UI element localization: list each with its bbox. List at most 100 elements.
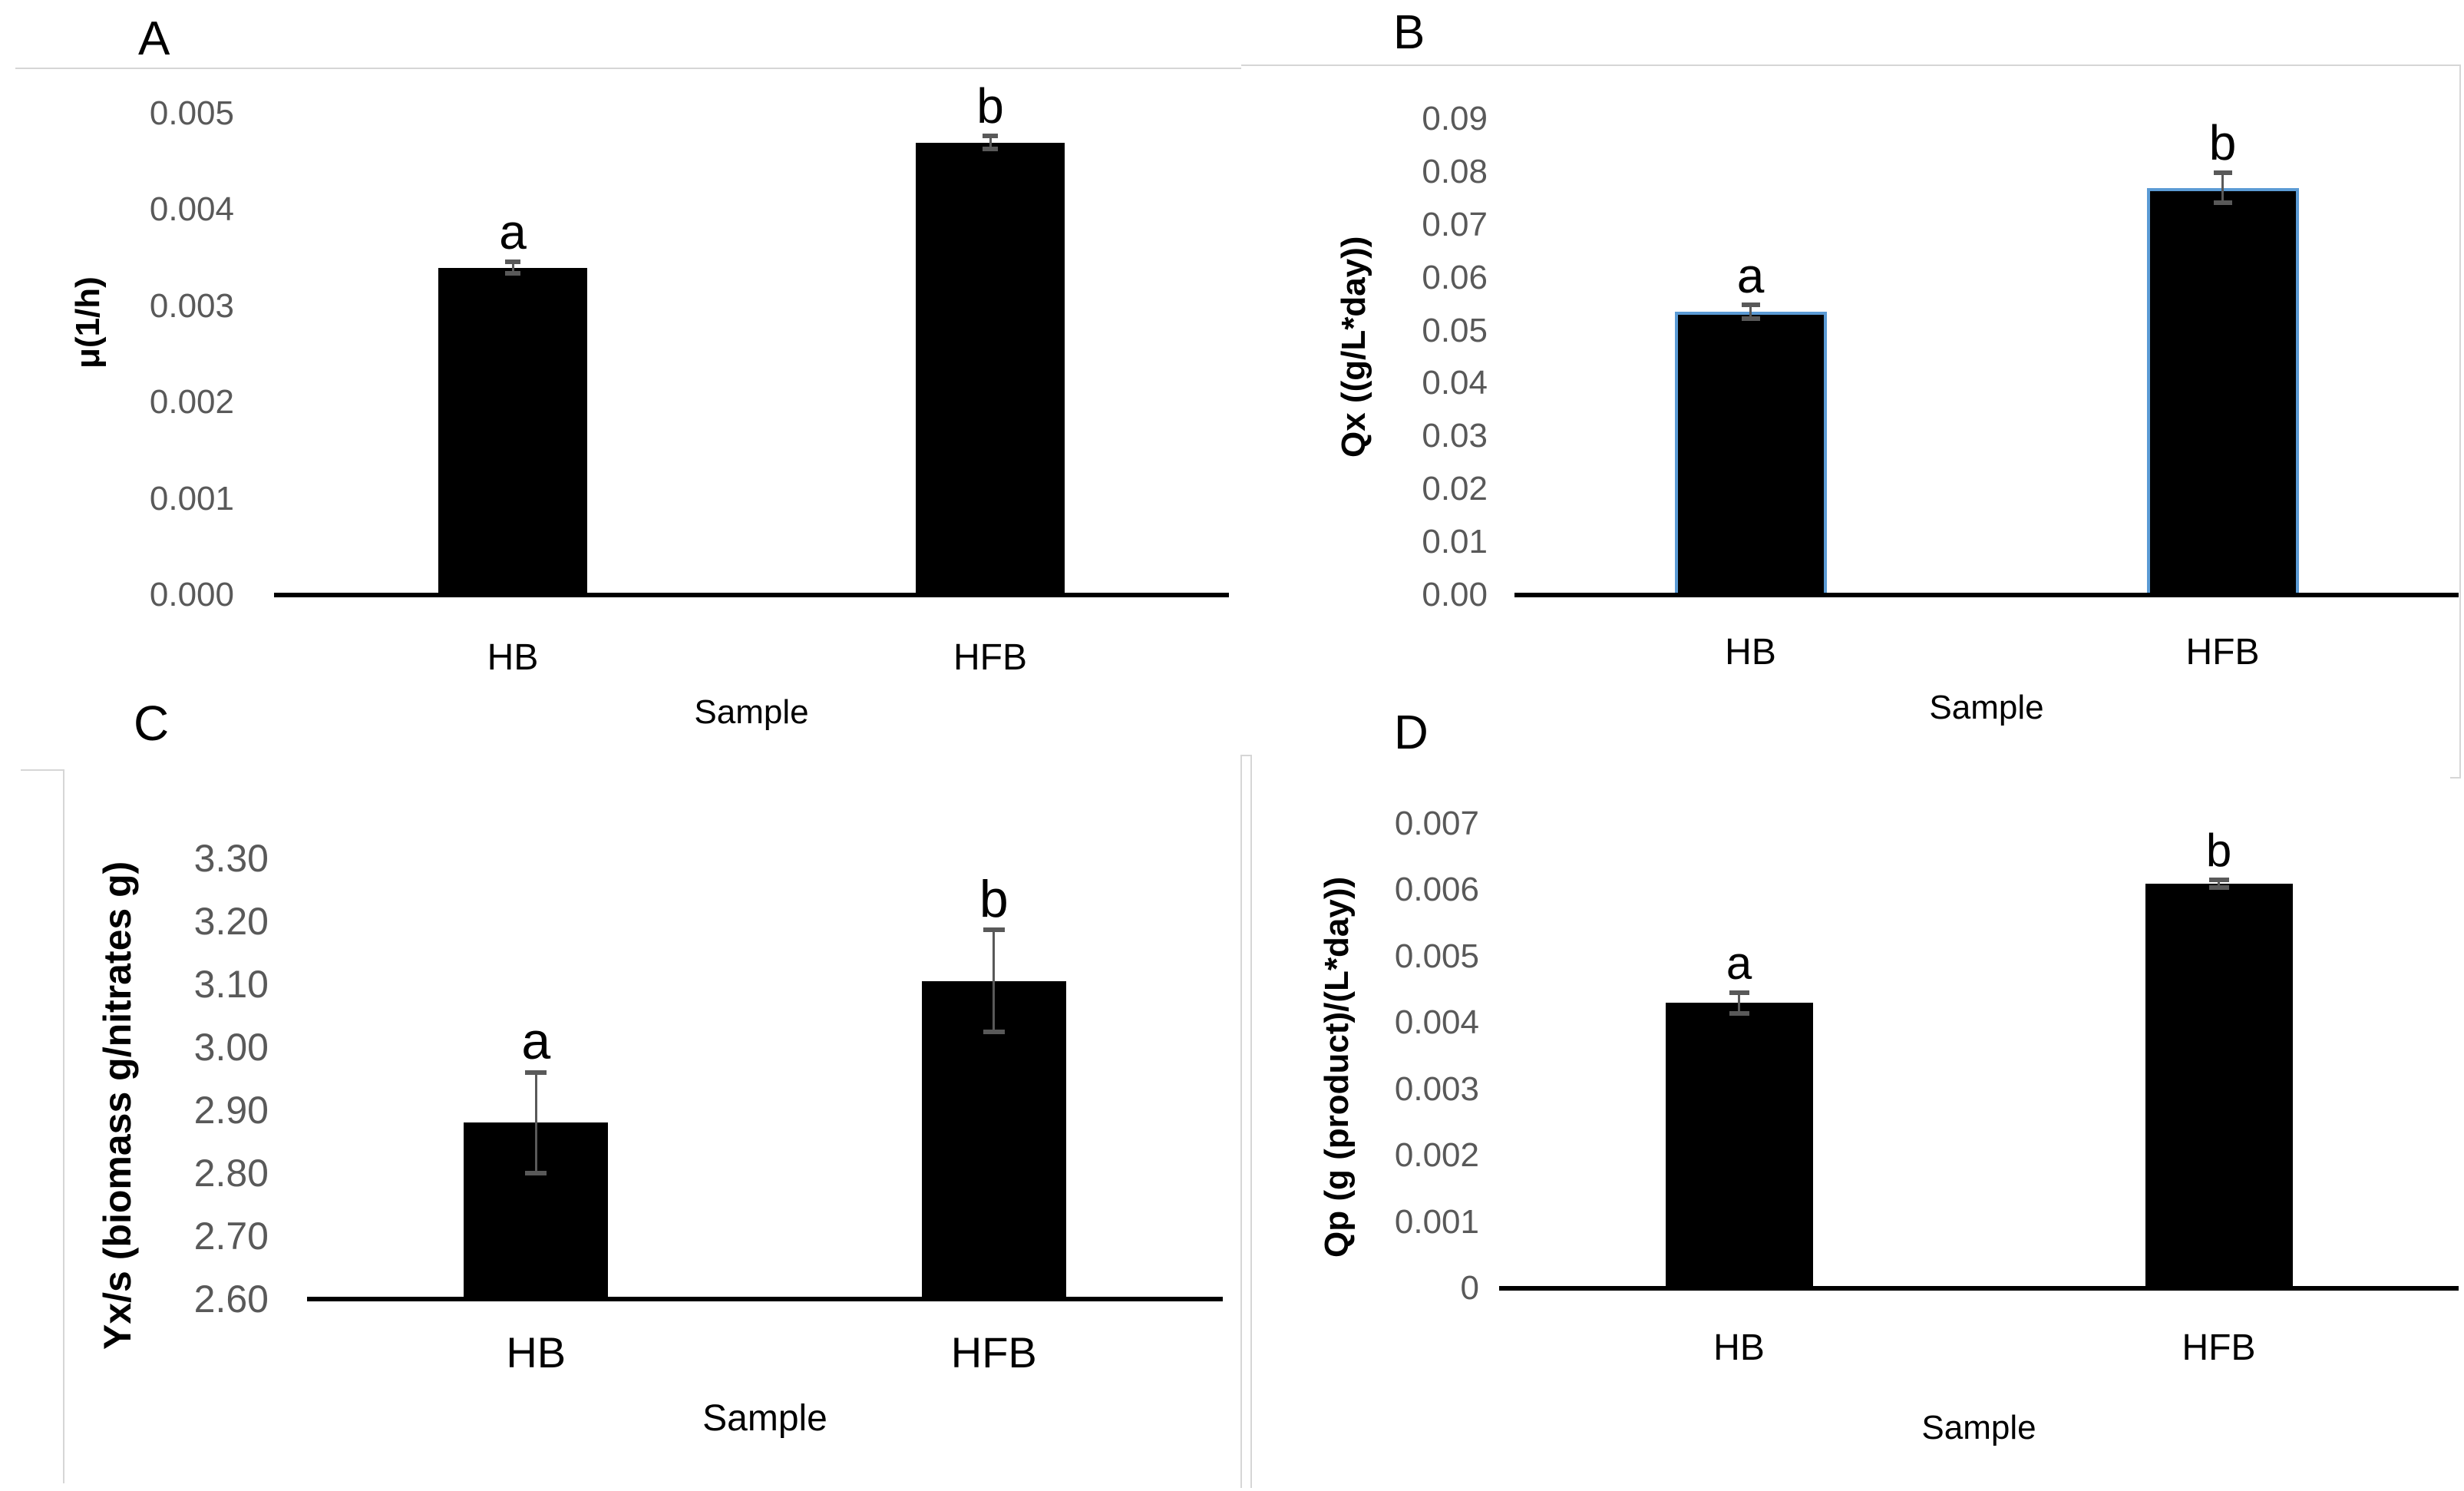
error-bar-top-cap bbox=[983, 927, 1005, 933]
error-bar bbox=[2208, 877, 2229, 890]
x-axis-title: Sample bbox=[702, 1398, 827, 1439]
y-tick-label: 0.006 bbox=[1394, 871, 1479, 909]
x-tick-label: HB bbox=[506, 1328, 566, 1377]
error-bar bbox=[525, 1069, 547, 1175]
x-axis-title: Sample bbox=[1921, 1409, 2036, 1446]
error-bar-top-cap bbox=[525, 1069, 547, 1075]
x-axis-title: Sample bbox=[694, 693, 809, 731]
y-tick-label: 0.003 bbox=[1394, 1069, 1479, 1108]
y-tick-label: 0.002 bbox=[149, 383, 234, 422]
bar bbox=[916, 142, 1065, 597]
error-bar-bottom-cap bbox=[505, 271, 520, 276]
y-tick-label: 0.002 bbox=[1394, 1136, 1479, 1175]
error-bar bbox=[505, 260, 520, 276]
y-tick-label: 0.000 bbox=[149, 576, 234, 613]
y-tick-label: 0.01 bbox=[1422, 523, 1488, 561]
x-tick-label: HFB bbox=[950, 1328, 1037, 1377]
y-tick-label: 0.02 bbox=[1422, 470, 1488, 508]
error-bar-line bbox=[989, 133, 992, 152]
y-tick-label: 0.06 bbox=[1422, 258, 1488, 296]
error-bar bbox=[2213, 170, 2232, 205]
error-bar-top-cap bbox=[505, 260, 520, 265]
y-tick-label: 0 bbox=[1460, 1269, 1479, 1307]
y-tick-label: 3.30 bbox=[193, 837, 269, 880]
panel-letter: B bbox=[1393, 6, 1425, 59]
significance-letter: b bbox=[2208, 115, 2237, 171]
y-tick-label: 2.60 bbox=[193, 1278, 269, 1321]
y-tick-label: 0.08 bbox=[1422, 152, 1488, 190]
error-bar-line bbox=[1738, 990, 1740, 1017]
chart-border-line bbox=[1241, 64, 2461, 66]
bar bbox=[1674, 312, 1827, 597]
x-tick-label: HFB bbox=[953, 637, 1027, 678]
y-tick-label: 0.005 bbox=[1394, 937, 1479, 975]
bar bbox=[1665, 1003, 1813, 1291]
panel-letter: D bbox=[1394, 706, 1429, 759]
y-tick-label: 0.007 bbox=[1394, 805, 1479, 842]
y-tick-label: 0.04 bbox=[1422, 364, 1488, 402]
x-tick-label: HB bbox=[1713, 1327, 1765, 1368]
bar bbox=[2146, 187, 2299, 597]
error-bar-bottom-cap bbox=[1729, 1011, 1749, 1017]
error-bar-bottom-cap bbox=[983, 1030, 1005, 1035]
x-tick-label: HB bbox=[1725, 632, 1776, 673]
y-tick-label: 2.70 bbox=[193, 1215, 269, 1258]
chart-border-line bbox=[2450, 777, 2461, 779]
y-tick-label: 2.90 bbox=[193, 1089, 269, 1132]
error-bar-line bbox=[2221, 170, 2224, 205]
y-tick-label: 0.003 bbox=[149, 286, 234, 325]
error-bar-bottom-cap bbox=[2213, 200, 2232, 205]
chart-border-line bbox=[15, 68, 1241, 69]
y-tick-label: 0.001 bbox=[1394, 1202, 1479, 1241]
error-bar-line bbox=[1749, 302, 1752, 322]
y-tick-label: 0.05 bbox=[1422, 311, 1488, 349]
significance-letter: a bbox=[499, 204, 527, 260]
error-bar-bottom-cap bbox=[983, 147, 998, 152]
y-tick-label: 3.10 bbox=[193, 963, 269, 1006]
y-tick-label: 0.004 bbox=[149, 190, 234, 229]
error-bar-line bbox=[534, 1069, 537, 1175]
chart-border-line bbox=[21, 769, 64, 771]
error-bar-top-cap bbox=[2208, 877, 2229, 882]
y-tick-label: 0.03 bbox=[1422, 417, 1488, 455]
chart-border-line bbox=[1250, 755, 1252, 1488]
chart-border-line bbox=[1240, 755, 1242, 1488]
y-tick-label: 0.09 bbox=[1422, 100, 1488, 137]
x-tick-label: HFB bbox=[2185, 632, 2260, 673]
error-bar-top-cap bbox=[2213, 170, 2232, 176]
chart-border-line bbox=[1240, 755, 1252, 756]
bar bbox=[921, 980, 1066, 1301]
y-tick-label: 0.004 bbox=[1394, 1003, 1479, 1042]
y-tick-label: 0.001 bbox=[149, 479, 234, 517]
x-axis-title: Sample bbox=[1929, 689, 2044, 726]
error-bar bbox=[1729, 990, 1749, 1017]
error-bar-bottom-cap bbox=[2208, 884, 2229, 890]
bar bbox=[2145, 883, 2293, 1291]
panel-letter: C bbox=[134, 696, 170, 751]
error-bar-line bbox=[511, 260, 514, 276]
y-tick-label: 3.00 bbox=[193, 1026, 269, 1069]
x-tick-label: HFB bbox=[2182, 1327, 2256, 1368]
x-axis-line bbox=[1499, 1286, 2459, 1291]
y-tick-label: 0.00 bbox=[1422, 576, 1488, 613]
significance-letter: b bbox=[2205, 825, 2232, 877]
error-bar-top-cap bbox=[1729, 990, 1749, 995]
significance-letter: b bbox=[976, 78, 1004, 134]
y-tick-label: 0.07 bbox=[1422, 205, 1488, 243]
y-tick-label: 0.005 bbox=[149, 94, 234, 132]
chart-border-line bbox=[2459, 64, 2461, 779]
significance-letter: a bbox=[1726, 937, 1752, 990]
error-bar-line bbox=[993, 927, 996, 1035]
error-bar bbox=[983, 927, 1005, 1035]
panel-letter: A bbox=[138, 12, 170, 65]
x-axis-line bbox=[274, 593, 1229, 597]
error-bar bbox=[1741, 302, 1760, 322]
error-bar-top-cap bbox=[1741, 302, 1760, 308]
y-tick-label: 3.20 bbox=[193, 900, 269, 943]
significance-letter: a bbox=[1736, 247, 1765, 303]
chart-border-line bbox=[63, 769, 64, 1483]
